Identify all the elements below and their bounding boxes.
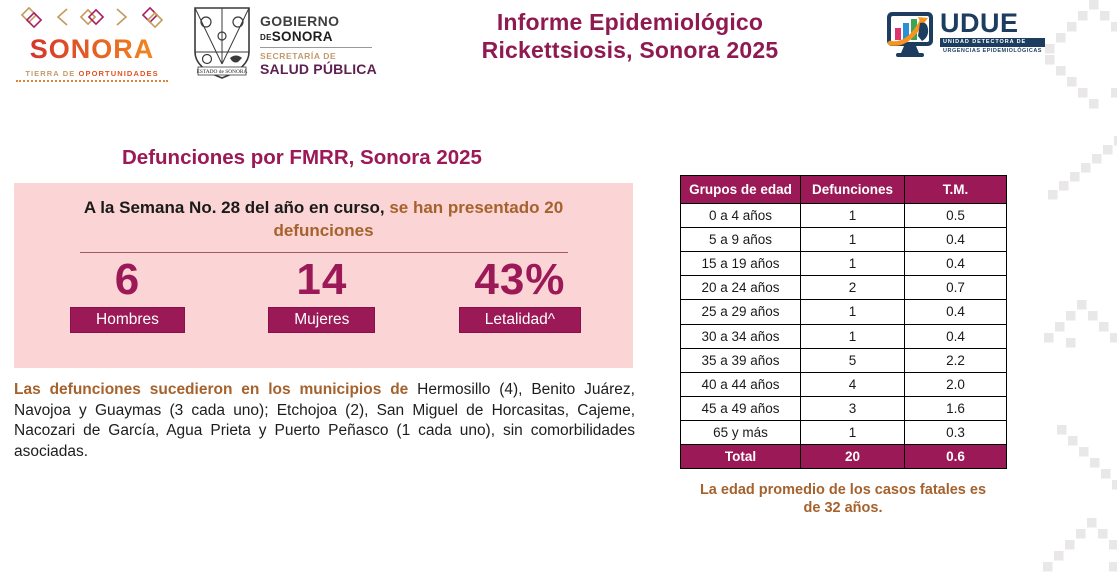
- sonora-tagline: TIERRA DE OPORTUNIDADES: [16, 69, 168, 82]
- sonora-logo: SONORA TIERRA DE OPORTUNIDADES: [16, 6, 168, 82]
- gobierno-divider: [260, 47, 372, 48]
- table-row: 25 a 29 años 1 0.4: [680, 299, 1007, 325]
- total-label: Total: [680, 444, 801, 470]
- cell-age-group: 45 a 49 años: [680, 395, 801, 421]
- table-row: 5 a 9 años 1 0.4: [680, 227, 1007, 253]
- gobierno-line1: GOBIERNO: [260, 13, 340, 29]
- stat-letalidad-label: Letalidad^: [458, 306, 581, 333]
- municipios-paragraph: Las defunciones sucedieron en los munici…: [14, 380, 635, 462]
- cell-age-group: 0 a 4 años: [680, 202, 801, 229]
- table-header: Grupos de edad Defunciones T.M.: [680, 175, 1007, 204]
- table-row: 0 a 4 años 1 0.5: [680, 202, 1007, 229]
- page-title-line2: Rickettsiosis, Sonora 2025: [481, 36, 779, 63]
- age-group-table: Grupos de edad Defunciones T.M. 0 a 4 añ…: [680, 175, 1007, 470]
- cell-deaths: 1: [800, 227, 905, 253]
- table-row: 20 a 24 años 2 0.7: [680, 275, 1007, 301]
- stat-hombres-value: 6: [114, 255, 141, 305]
- sonora-diamonds-icon: [20, 6, 164, 29]
- cell-deaths: 4: [800, 371, 905, 397]
- cell-deaths: 1: [800, 419, 905, 446]
- udue-logo: UDUE UNIDAD DETECTORA DE URGENCIAS EPIDE…: [884, 9, 1045, 61]
- secretaria-line: SECRETARÍA DE: [260, 51, 337, 61]
- sonora-wordmark: SONORA: [30, 34, 155, 64]
- table-row: 40 a 44 años 4 2.0: [680, 371, 1007, 397]
- summary-black-part: A la Semana No. 28 del año en curso,: [83, 198, 390, 217]
- cell-tm: 0.4: [904, 227, 1007, 253]
- cell-tm: 0.4: [904, 323, 1007, 349]
- cell-tm: 2.0: [904, 371, 1007, 397]
- udue-subtitle-2: URGENCIAS EPIDEMIOLÓGICAS: [943, 47, 1042, 54]
- cell-tm: 0.4: [904, 251, 1007, 277]
- udue-monitor-icon: [887, 12, 933, 57]
- table-total-row: Total 20 0.6: [680, 444, 1007, 470]
- stat-mujeres-label: Mujeres: [268, 306, 376, 333]
- total-tm: 0.6: [904, 444, 1007, 470]
- cell-deaths: 1: [800, 323, 905, 349]
- cell-age-group: 65 y más: [680, 419, 801, 446]
- stats-row: 6 Hombres 14 Mujeres 43% Letalidad^: [14, 253, 633, 333]
- section-heading: Defunciones por FMRR, Sonora 2025: [122, 146, 482, 169]
- stat-letalidad: 43% Letalidad^: [458, 255, 581, 333]
- summary-text: A la Semana No. 28 del año en curso, se …: [84, 197, 564, 243]
- cell-age-group: 15 a 19 años: [680, 251, 801, 277]
- cell-deaths: 1: [800, 299, 905, 325]
- page-title: Informe Epidemiológico Rickettsiosis, So…: [425, 9, 835, 64]
- cell-age-group: 5 a 9 años: [680, 227, 801, 253]
- cell-deaths: 5: [800, 347, 905, 373]
- cell-tm: 0.5: [904, 202, 1007, 229]
- table-row: 15 a 19 años 1 0.4: [680, 251, 1007, 277]
- municipios-lead: Las defunciones sucedieron en los munici…: [14, 381, 409, 398]
- gobierno-sonora-logo: GOBIERNO DESONORA SECRETARÍA DE SALUD PÚ…: [260, 13, 385, 77]
- estado-sonora-shield-icon: ESTADO de SONORA: [192, 6, 252, 80]
- cell-tm: 0.7: [904, 275, 1007, 301]
- table-row: 35 a 39 años 5 2.2: [680, 347, 1007, 373]
- cell-tm: 0.3: [904, 419, 1007, 446]
- summary-panel: A la Semana No. 28 del año en curso, se …: [14, 183, 633, 368]
- cell-deaths: 2: [800, 275, 905, 301]
- col-header-defunciones: Defunciones: [800, 175, 905, 204]
- udue-text: UDUE UNIDAD DETECTORA DE URGENCIAS EPIDE…: [940, 8, 1045, 55]
- cell-tm: 0.4: [904, 299, 1007, 325]
- cell-deaths: 1: [800, 251, 905, 277]
- cell-age-group: 30 a 34 años: [680, 323, 801, 349]
- page-title-line1: Informe Epidemiológico: [496, 9, 764, 35]
- total-deaths: 20: [800, 444, 905, 470]
- svg-text:SONORA: SONORA: [30, 34, 155, 63]
- col-header-tm: T.M.: [904, 175, 1007, 204]
- cell-tm: 1.6: [904, 395, 1007, 421]
- salud-publica-line: SALUD PÚBLICA: [260, 61, 377, 77]
- cell-tm: 2.2: [904, 347, 1007, 373]
- gobierno-line2: DESONORA: [260, 29, 333, 44]
- cell-deaths: 1: [800, 202, 905, 229]
- cell-age-group: 40 a 44 años: [680, 371, 801, 397]
- table-row: 45 a 49 años 3 1.6: [680, 395, 1007, 421]
- stat-hombres-label: Hombres: [70, 306, 185, 333]
- stat-letalidad-value: 43%: [474, 255, 566, 305]
- pixel-pattern-decoration: [1043, 0, 1117, 572]
- cell-age-group: 20 a 24 años: [680, 275, 801, 301]
- udue-subtitle-1: UNIDAD DETECTORA DE: [940, 37, 1045, 47]
- summary-brown-part: se han presentado 20 defunciones: [273, 198, 564, 240]
- udue-acronym: UDUE: [940, 8, 1019, 38]
- stat-mujeres-value: 14: [296, 255, 348, 305]
- col-header-grupos: Grupos de edad: [680, 175, 801, 204]
- cell-deaths: 3: [800, 395, 905, 421]
- cell-age-group: 25 a 29 años: [680, 299, 801, 325]
- stat-mujeres: 14 Mujeres: [268, 255, 376, 333]
- svg-text:ESTADO de SONORA: ESTADO de SONORA: [197, 69, 248, 75]
- municipios-body: Hermosillo (4), Benito Juárez, Navojoa y…: [14, 381, 635, 460]
- table-body: 0 a 4 años 1 0.5 5 a 9 años 1 0.4 15 a 1…: [680, 202, 1007, 446]
- stat-hombres: 6 Hombres: [70, 255, 185, 333]
- table-row: 30 a 34 años 1 0.4: [680, 323, 1007, 349]
- cell-age-group: 35 a 39 años: [680, 347, 801, 373]
- table-row: 65 y más 1 0.3: [680, 419, 1007, 446]
- average-age-note: La edad promedio de los casos fatales es…: [699, 482, 987, 517]
- summary-divider: [79, 251, 568, 254]
